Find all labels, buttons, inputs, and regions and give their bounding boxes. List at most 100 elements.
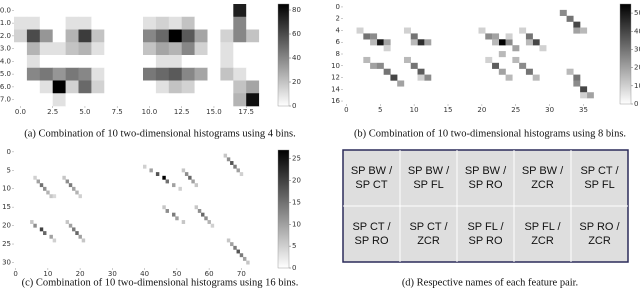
heatmap-cell: [39, 4, 53, 18]
heatmap-cell: [43, 186, 47, 191]
heatmap-cell: [194, 183, 199, 188]
x-tick-label: 40: [140, 270, 149, 278]
table-cell-text: ZCR: [417, 235, 440, 247]
heatmap-cell: [505, 33, 513, 40]
table-cell-text: ZCR: [531, 179, 554, 191]
heatmap-cell: [233, 4, 247, 18]
heatmap-cell: [26, 16, 41, 30]
heatmap-cell: [39, 42, 53, 56]
heatmap-cell: [26, 42, 41, 56]
heatmap-cell: [78, 4, 92, 18]
heatmap-cell: [155, 4, 170, 18]
x-tick-label: 2.5: [47, 108, 58, 116]
y-tick-label: 5: [7, 166, 11, 174]
y-tick-label: 0: [336, 3, 340, 11]
heatmap-cell: [155, 93, 170, 107]
heatmap-cell: [52, 42, 66, 56]
heatmap-cell: [532, 74, 540, 81]
heatmap-cell: [117, 55, 131, 69]
table-cell-text: SP BW /: [351, 165, 393, 177]
heatmap-cell: [168, 42, 182, 56]
heatmap-cell: [143, 42, 157, 56]
heatmap-cell: [26, 93, 41, 107]
heatmap-cell: [220, 16, 234, 30]
heatmap-cell: [417, 74, 425, 81]
heatmap-cell: [155, 42, 170, 56]
heatmap-cell: [181, 55, 195, 69]
heatmap-cell: [39, 183, 44, 188]
heatmap-cell: [230, 161, 234, 165]
table-cell-text: ZCR: [531, 235, 554, 247]
heatmap-cell: [410, 33, 418, 40]
heatmap-cell: [181, 220, 186, 224]
y-tick-label: 3.0: [0, 45, 11, 53]
colorbar-tick-label: 30: [634, 45, 640, 53]
heatmap-cell: [259, 4, 273, 18]
heatmap-cell: [117, 67, 131, 81]
heatmap-cell: [39, 29, 53, 43]
x-tick-label: 20: [76, 270, 85, 278]
colorbar-tick-label: 10: [634, 82, 640, 90]
colorbar-tick-label: 20: [634, 64, 640, 72]
heatmap-cell: [165, 179, 169, 184]
heatmap-cell: [246, 42, 260, 56]
heatmap-cell: [233, 67, 247, 81]
heatmap-cell: [117, 93, 131, 107]
heatmap-cell: [259, 29, 273, 43]
table-cell-text: SP RO /: [579, 221, 620, 233]
heatmap-cell: [220, 55, 234, 69]
heatmap-cell: [207, 80, 221, 94]
heatmap-cell: [65, 42, 79, 56]
x-tick-label: 10: [410, 106, 419, 114]
heatmap-cell: [26, 55, 41, 69]
caption: (c) Combination of 10 two-dimensional hi…: [22, 277, 299, 288]
heatmap-cell: [181, 4, 195, 18]
heatmap-cell: [117, 4, 131, 18]
heatmap-cell: [78, 194, 82, 199]
x-tick-label: 17.5: [238, 108, 254, 116]
heatmap-cell: [246, 80, 260, 94]
x-tick-label: 7.5: [112, 108, 123, 116]
heatmap-cell: [233, 16, 247, 30]
heatmap-cell: [78, 234, 82, 239]
heatmap-cell: [72, 227, 76, 232]
heatmap-cell: [220, 67, 234, 81]
heatmap-cell: [91, 93, 105, 107]
heatmap-cell: [52, 93, 66, 107]
y-tick-label: 30: [2, 258, 11, 266]
y-tick-label: 25: [2, 240, 11, 248]
heatmap-cell: [207, 67, 221, 81]
heatmap-cell: [14, 67, 28, 81]
colorbar: [619, 3, 632, 105]
colorbar-tick-label: 20: [292, 177, 301, 185]
caption: (d) Respective names of each feature pai…: [402, 277, 578, 288]
heatmap-cell: [52, 55, 66, 69]
heatmap-cell: [580, 86, 588, 93]
heatmap-cell: [586, 92, 594, 99]
heatmap-cell: [91, 67, 105, 81]
heatmap-cell: [26, 29, 41, 43]
heatmap-cell: [65, 4, 79, 18]
heatmap-cell: [130, 16, 144, 30]
heatmap-cell: [492, 33, 500, 40]
table-cell-text: SP BW /: [408, 165, 450, 177]
heatmap-cell: [168, 4, 182, 18]
heatmap-cell: [65, 179, 70, 184]
heatmap-cell: [207, 16, 221, 30]
y-tick-label: 16: [331, 97, 340, 105]
heatmap-cell: [178, 186, 182, 191]
colorbar-tick-label: 25: [292, 155, 301, 163]
heatmap-cell: [104, 55, 118, 69]
heatmap-cell: [52, 80, 66, 94]
heatmap-cell: [363, 56, 371, 64]
heatmap-cell: [78, 80, 92, 94]
heatmap-cell: [65, 55, 79, 69]
heatmap-cell: [72, 186, 76, 191]
heatmap-cell: [492, 62, 500, 69]
heatmap-cell: [143, 164, 147, 169]
y-tick-label: 8: [336, 50, 340, 58]
heatmap-cell: [46, 190, 50, 195]
y-tick-label: 2.0: [0, 32, 11, 40]
heatmap-cell: [155, 80, 170, 94]
x-tick-label: 30: [545, 106, 554, 114]
